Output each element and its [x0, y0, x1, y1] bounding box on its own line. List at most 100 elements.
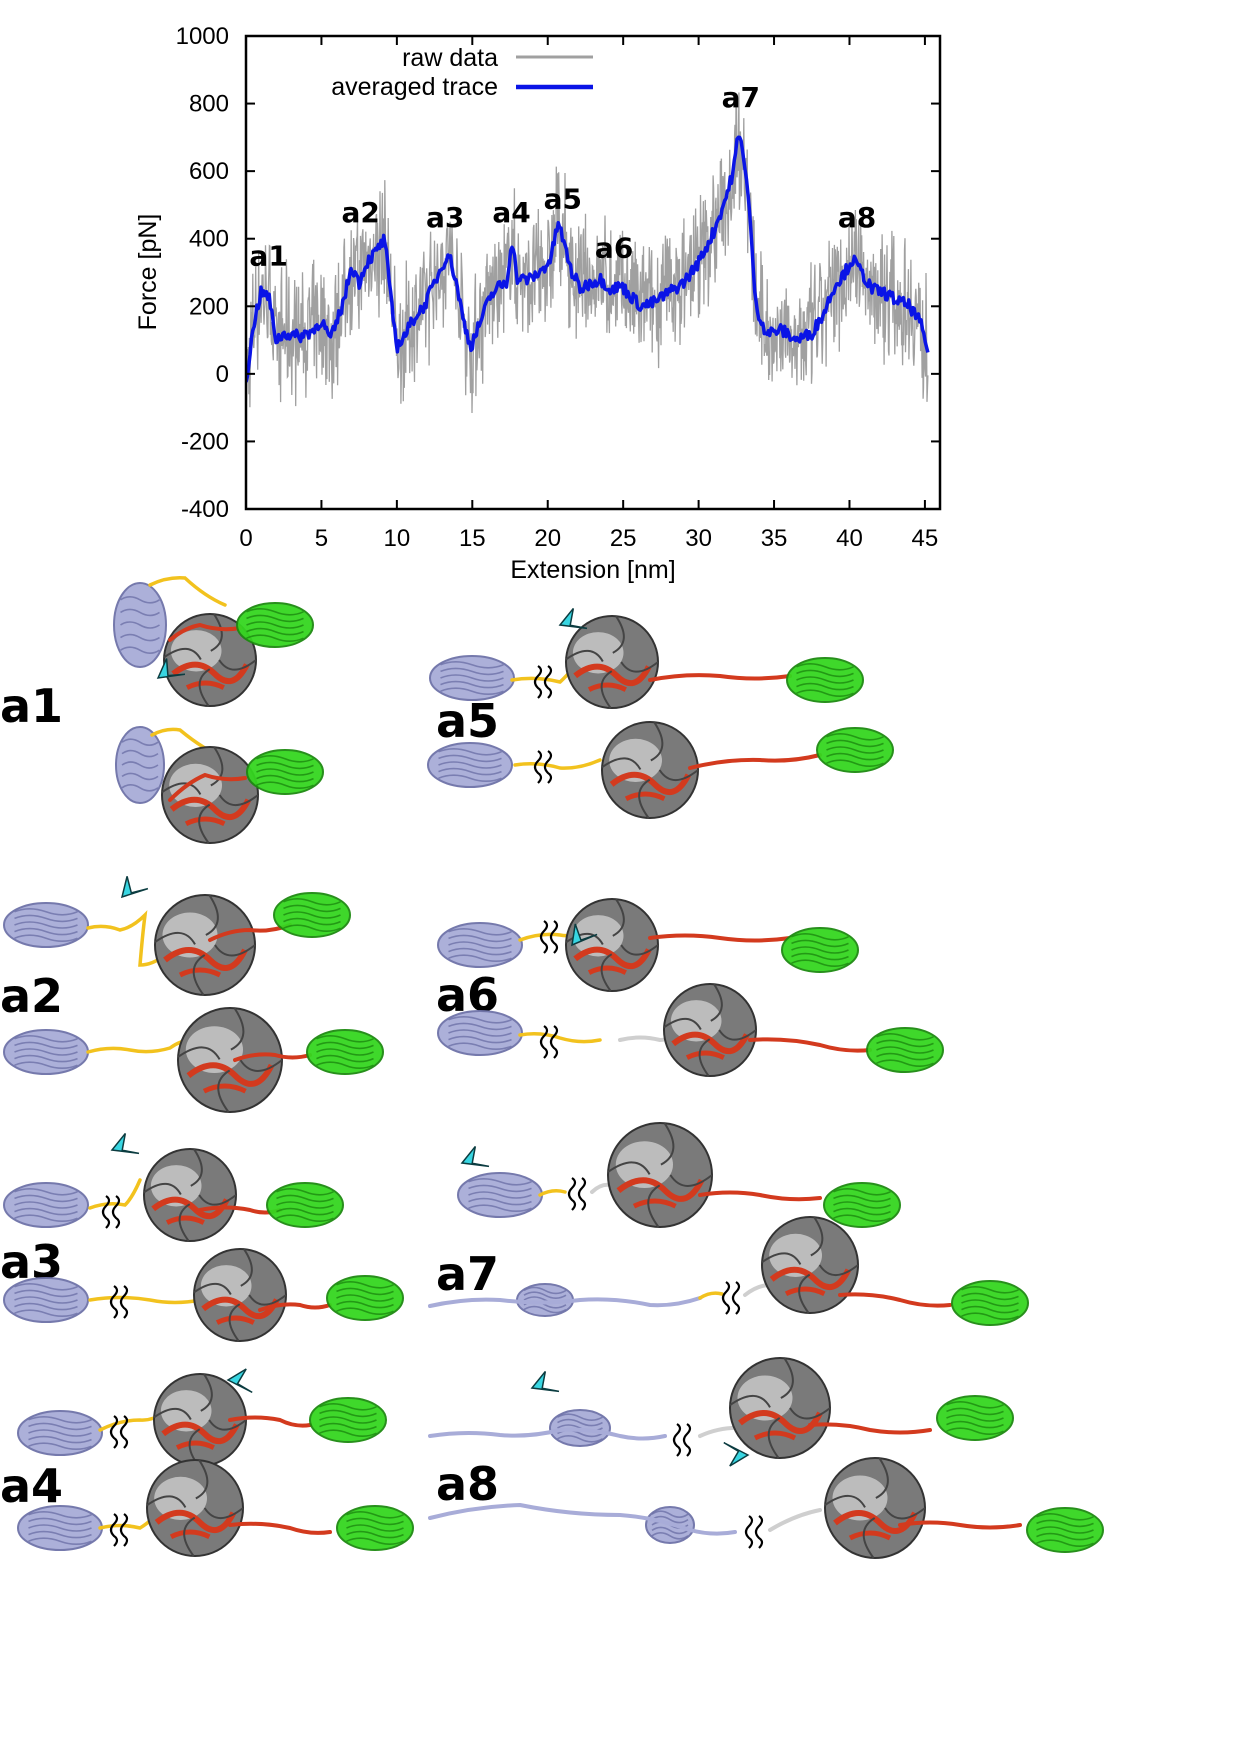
- break-squiggle-icon: [567, 1176, 587, 1212]
- snapshot-a4-bottom: [17, 1459, 414, 1557]
- x-tick-label: 15: [459, 525, 486, 552]
- snapshot-a7-top: [457, 1122, 901, 1228]
- break-squiggle-icon: [533, 749, 553, 785]
- snapshot-a8-bottom: [428, 1457, 1104, 1559]
- force-extension-chart: 0 5 10 15 20 25 30 35 40 45 -400 -200 0 200 400 600 800…: [134, 23, 942, 584]
- gray-core-domain: [663, 983, 757, 1077]
- plot-frame: [244, 34, 942, 511]
- gray-core-domain: [153, 1373, 247, 1467]
- gray-core-domain: [143, 1148, 237, 1242]
- red-strand: [208, 923, 292, 942]
- y-tick-label: 600: [189, 158, 229, 185]
- gray-unfolded-chain: [768, 1508, 822, 1532]
- red-strand: [228, 1521, 332, 1535]
- panel-label-a8: a8: [436, 1457, 499, 1511]
- x-tick-label: 45: [912, 525, 939, 552]
- raw-data-series: [246, 92, 929, 414]
- lavender-domain: [516, 1283, 574, 1317]
- cyan-arrowhead-icon: [151, 653, 186, 687]
- yellow-linker: [98, 1410, 167, 1432]
- y-tick-label: -200: [181, 428, 229, 455]
- panel-label-a7: a7: [436, 1247, 499, 1301]
- red-strand: [648, 933, 792, 943]
- gray-core-domain: [601, 721, 699, 819]
- x-tick-label: 30: [685, 525, 712, 552]
- x-tick-label: 0: [239, 525, 252, 552]
- gray-core-domain: [607, 1122, 713, 1228]
- red-strand: [233, 1052, 312, 1062]
- lavender-domain: [3, 1029, 89, 1075]
- gray-core-domain: [146, 1459, 244, 1557]
- peak-label-a2: a2: [341, 196, 379, 229]
- legend-raw-label: raw data: [402, 44, 498, 72]
- peak-annotations: a1 a2 a3 a4 a5 a6 a7 a8: [249, 81, 876, 273]
- peak-label-a4: a4: [492, 196, 530, 229]
- yellow-linker: [98, 1498, 172, 1530]
- y-tick-label: 1000: [176, 23, 229, 50]
- snapshot-a8-top: [428, 1357, 1014, 1470]
- x-tick-label: 5: [315, 525, 328, 552]
- red-strand: [688, 753, 822, 770]
- gray-core-domain: [824, 1457, 926, 1559]
- gray-core-domain: [761, 1216, 859, 1314]
- break-squiggle-icon: [109, 1284, 129, 1320]
- x-axis-label: Extension [nm]: [510, 556, 675, 584]
- yellow-linker: [86, 1038, 197, 1054]
- green-domain: [951, 1280, 1029, 1326]
- peak-label-a6: a6: [595, 231, 633, 264]
- red-strand: [898, 1520, 1022, 1530]
- yellow-linker: [86, 910, 167, 967]
- lavender-domain: [645, 1506, 695, 1544]
- lavender-domain: [115, 726, 165, 804]
- cyan-arrowhead-icon: [458, 1143, 490, 1172]
- green-domain: [786, 657, 864, 703]
- lavender-domain: [3, 1182, 89, 1228]
- green-domain: [866, 1027, 944, 1073]
- peak-label-a8: a8: [838, 201, 876, 234]
- snapshot-a2-bottom: [3, 1007, 384, 1113]
- y-axis: -400 -200 0 200 400 600 800 1000: [176, 23, 940, 523]
- gray-core-domain: [565, 898, 659, 992]
- lavender-domain: [429, 655, 515, 701]
- snapshot-a6-top: [437, 898, 859, 992]
- peak-label-a3: a3: [426, 201, 464, 234]
- snapshot-a1-bottom: [115, 726, 324, 844]
- break-squiggle-icon: [744, 1514, 764, 1550]
- lavender-unfolded-chain: [428, 1296, 702, 1308]
- break-squiggle-icon: [101, 1194, 121, 1230]
- cyan-arrowhead-icon: [225, 1365, 257, 1394]
- y-axis-label: Force [pN]: [134, 214, 162, 331]
- lavender-domain: [549, 1409, 611, 1447]
- break-squiggle-icon: [109, 1414, 129, 1450]
- cyan-arrowhead-icon: [528, 1368, 560, 1397]
- x-axis: 0 5 10 15 20 25 30 35 40 45: [239, 36, 938, 552]
- lavender-domain: [437, 1010, 523, 1056]
- yellow-linker: [698, 1291, 724, 1300]
- green-domain: [816, 727, 894, 773]
- x-tick-label: 20: [534, 525, 561, 552]
- break-squiggle-icon: [672, 1422, 692, 1458]
- lavender-unfolded-chain: [428, 1427, 667, 1441]
- peak-label-a1: a1: [249, 240, 287, 273]
- x-tick-label: 25: [610, 525, 637, 552]
- gray-core-domain: [161, 746, 259, 844]
- break-squiggle-icon: [539, 919, 559, 955]
- red-strand: [648, 673, 792, 682]
- panel-label-a3: a3: [0, 1235, 63, 1289]
- yellow-linker: [88, 1295, 202, 1305]
- y-tick-label: 0: [216, 361, 229, 388]
- peak-label-a5: a5: [544, 182, 582, 215]
- green-domain: [273, 892, 351, 938]
- green-domain: [266, 1182, 344, 1228]
- red-strand: [808, 1422, 932, 1435]
- lavender-domain: [3, 1277, 89, 1323]
- break-squiggle-icon: [109, 1512, 129, 1548]
- cyan-arrowhead-icon: [108, 1130, 140, 1159]
- x-tick-label: 35: [761, 525, 788, 552]
- snapshot-a3-bottom: [3, 1248, 404, 1342]
- gray-core-domain: [154, 894, 256, 996]
- red-strand: [168, 772, 247, 802]
- lavender-unfolded-chain: [428, 1502, 737, 1536]
- yellow-linker: [538, 1189, 567, 1197]
- yellow-linker: [88, 1178, 142, 1210]
